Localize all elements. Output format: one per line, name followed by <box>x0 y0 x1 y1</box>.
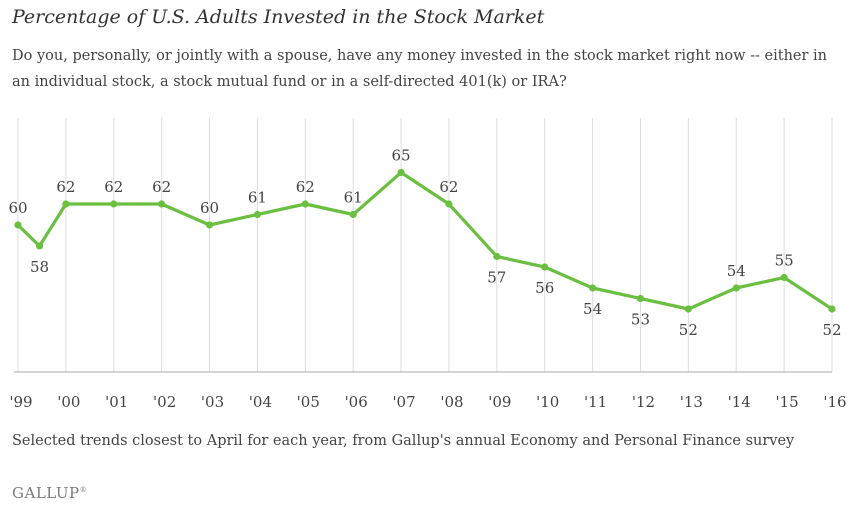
gridlines <box>17 118 833 372</box>
data-point <box>397 168 405 177</box>
data-point <box>110 200 118 208</box>
data-label: 56 <box>535 279 554 297</box>
x-tick-label: '12 <box>632 393 655 411</box>
registered-mark: ® <box>79 486 88 494</box>
data-point <box>732 284 740 292</box>
x-tick-label: '11 <box>584 393 607 411</box>
data-point <box>253 210 262 219</box>
data-points <box>14 168 836 313</box>
data-point <box>828 305 836 313</box>
data-label: 62 <box>56 178 75 196</box>
line-chart: 60 58 62 62 62 60 61 62 61 65 62 57 56 54 53 52 54 55 52 '… <box>8 118 847 411</box>
data-label: 52 <box>679 321 698 339</box>
gallup-logo: GALLUP® <box>12 484 87 502</box>
brand-name: GALLUP <box>12 484 80 502</box>
data-point <box>684 305 692 313</box>
x-tick-label: '09 <box>488 393 511 411</box>
x-tick-label: '07 <box>392 393 415 411</box>
x-tick-label: '16 <box>823 393 846 411</box>
data-label: 62 <box>104 178 123 196</box>
series-line <box>16 170 834 311</box>
data-label: 62 <box>152 178 171 196</box>
data-label: 60 <box>200 199 219 217</box>
data-point <box>301 200 309 208</box>
x-tick-labels: '99 '00 '01 '02 '03 '04 '05 '06 '07 '08 '09 '10 '11 '… <box>9 393 846 411</box>
data-label: 54 <box>727 262 746 280</box>
data-label: 57 <box>487 269 506 287</box>
data-label: 53 <box>631 311 650 329</box>
data-label: 55 <box>775 252 794 270</box>
data-label: 65 <box>392 147 411 165</box>
data-point <box>636 294 645 303</box>
data-labels: 60 58 62 62 62 60 61 62 61 65 62 57 56 54 53 52 54 55 52 <box>8 147 841 340</box>
x-tick-label: '04 <box>249 393 272 411</box>
data-point <box>445 200 453 208</box>
data-label: 61 <box>248 189 267 207</box>
x-tick-label: '06 <box>345 393 368 411</box>
data-point <box>349 210 357 219</box>
chart-subtitle: Do you, personally, or jointly with a sp… <box>12 48 828 90</box>
data-point <box>158 200 166 208</box>
data-point <box>14 221 22 229</box>
data-label: 62 <box>439 178 458 196</box>
data-label: 52 <box>822 321 841 339</box>
x-tick-label: '02 <box>153 393 176 411</box>
data-label: 60 <box>8 199 27 217</box>
x-tick-label: '03 <box>201 393 224 411</box>
x-tick-label: '13 <box>680 393 703 411</box>
data-point <box>205 221 214 229</box>
data-point <box>588 284 597 292</box>
x-tick-label: '01 <box>105 393 128 411</box>
data-label: 61 <box>344 189 363 207</box>
chart-title: Percentage of U.S. Adults Invested in th… <box>12 6 545 28</box>
x-tick-label: '05 <box>297 393 320 411</box>
data-point <box>780 273 788 282</box>
data-label: 54 <box>583 300 602 318</box>
data-label: 58 <box>30 258 49 276</box>
data-point <box>541 263 549 271</box>
trend-line <box>16 170 834 311</box>
x-tick-label: '08 <box>440 393 463 411</box>
data-point <box>35 242 44 250</box>
x-tick-label: '15 <box>776 393 799 411</box>
x-tick-label: '99 <box>9 393 32 411</box>
x-tick-label: '10 <box>536 393 559 411</box>
data-point <box>62 200 70 208</box>
x-tick-label: '14 <box>728 393 751 411</box>
x-tick-label: '00 <box>57 393 80 411</box>
data-label: 62 <box>296 178 315 196</box>
data-point <box>493 252 501 261</box>
chart-note: Selected trends closest to April for eac… <box>12 433 795 449</box>
